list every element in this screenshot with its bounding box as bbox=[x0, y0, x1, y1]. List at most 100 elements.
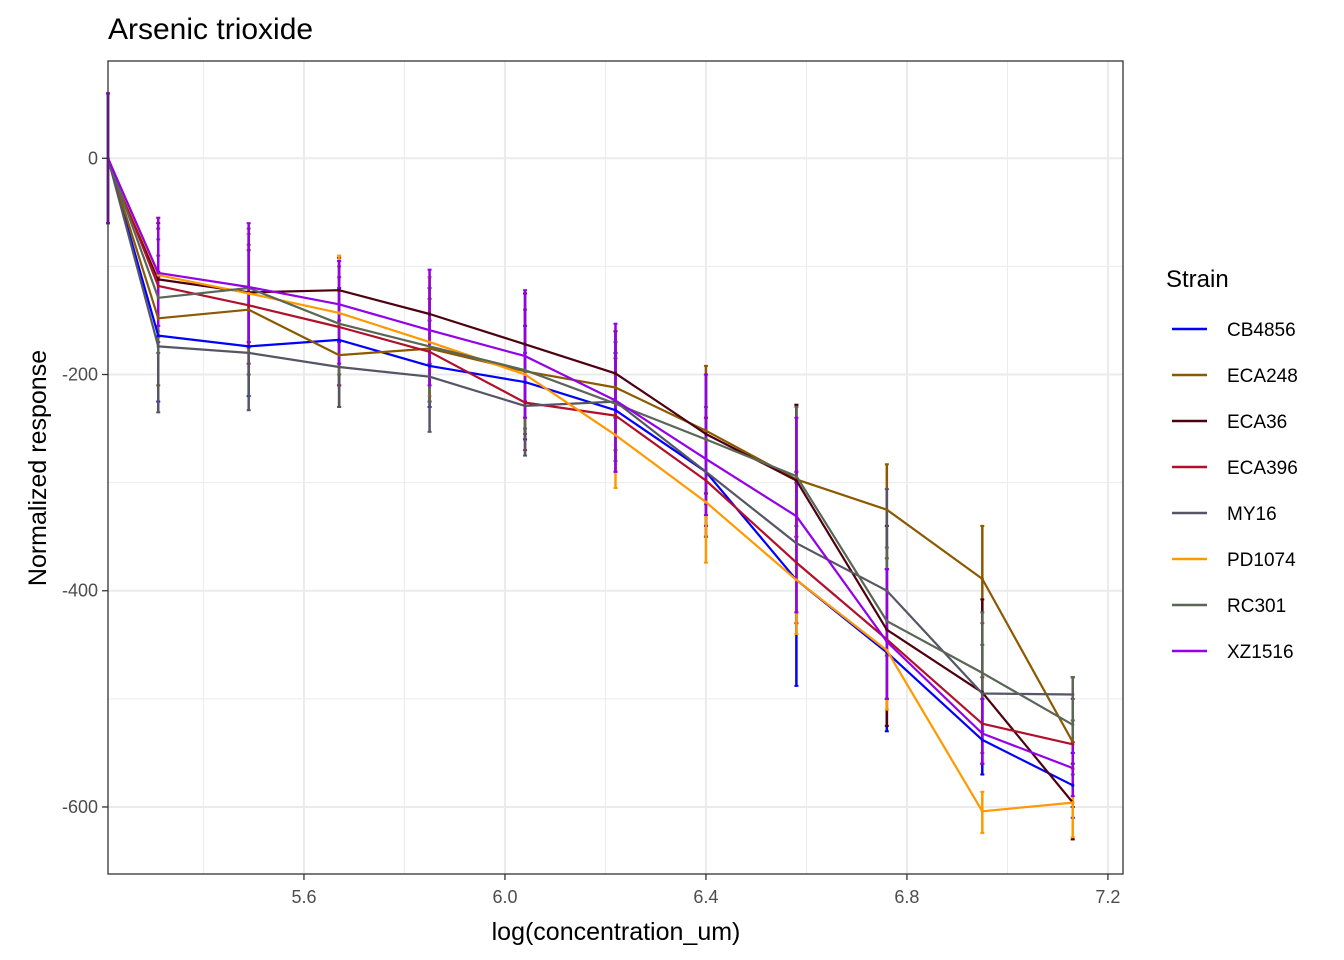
legend-label: MY16 bbox=[1227, 504, 1277, 525]
data-point bbox=[523, 404, 527, 408]
data-point bbox=[794, 578, 798, 582]
chart-title: Arsenic trioxide bbox=[108, 13, 313, 46]
data-point bbox=[337, 365, 341, 369]
x-tick-label: 6.0 bbox=[492, 887, 517, 907]
legend-item-my16: MY16 bbox=[1172, 504, 1277, 525]
data-point bbox=[337, 338, 341, 342]
data-point bbox=[247, 285, 251, 289]
data-point bbox=[427, 340, 432, 344]
data-point bbox=[523, 368, 527, 372]
data-point bbox=[980, 809, 984, 813]
data-point bbox=[523, 342, 527, 346]
data-point bbox=[704, 457, 708, 461]
data-point bbox=[613, 371, 618, 376]
series-line-xz1516 bbox=[106, 157, 1074, 770]
legend-title: Strain bbox=[1166, 266, 1229, 293]
data-point bbox=[704, 429, 708, 433]
data-point bbox=[156, 334, 160, 338]
data-point bbox=[247, 351, 251, 355]
series-line-rc301 bbox=[106, 157, 1074, 726]
data-point bbox=[427, 375, 432, 379]
data-point bbox=[980, 691, 984, 696]
data-point bbox=[156, 316, 160, 320]
data-point bbox=[337, 325, 341, 329]
legend-item-eca248: ECA248 bbox=[1172, 366, 1298, 387]
series-line-eca396 bbox=[106, 157, 1074, 746]
data-point bbox=[156, 277, 160, 281]
legend-item-eca36: ECA36 bbox=[1172, 412, 1287, 433]
data-point bbox=[337, 322, 341, 326]
y-tick-label: -600 bbox=[62, 797, 98, 817]
data-point bbox=[885, 589, 889, 593]
y-axis: 0 -200 -400 -600 bbox=[62, 148, 108, 817]
series-lines bbox=[106, 156, 1075, 813]
legend-item-eca396: ECA396 bbox=[1172, 458, 1298, 479]
data-point bbox=[980, 577, 984, 581]
y-tick-label: -200 bbox=[62, 365, 98, 385]
legend-item-xz1516: XZ1516 bbox=[1172, 642, 1294, 663]
error-bar bbox=[613, 322, 618, 473]
data-point bbox=[704, 470, 708, 474]
data-point bbox=[156, 284, 160, 288]
data-point bbox=[427, 312, 432, 316]
data-point bbox=[794, 541, 798, 545]
data-point bbox=[885, 628, 889, 632]
data-point bbox=[337, 288, 341, 292]
data-point bbox=[613, 414, 618, 418]
data-point bbox=[704, 478, 708, 483]
legend-item-cb4856: CB4856 bbox=[1172, 320, 1296, 341]
data-point bbox=[613, 398, 618, 403]
legend: Strain CB4856 ECA248 ECA36 ECA396 MY16 PD1074… bbox=[1166, 266, 1298, 663]
data-point bbox=[156, 271, 160, 275]
data-point bbox=[980, 671, 984, 675]
data-point bbox=[247, 303, 251, 307]
data-point bbox=[980, 731, 984, 736]
data-point bbox=[885, 508, 889, 512]
legend-label: XZ1516 bbox=[1227, 642, 1294, 663]
x-tick-label: 5.6 bbox=[291, 887, 316, 907]
data-point bbox=[523, 354, 527, 358]
data-point bbox=[427, 328, 432, 332]
data-point bbox=[1071, 723, 1075, 727]
error-bar bbox=[703, 373, 708, 517]
x-tick-label: 6.4 bbox=[693, 887, 718, 907]
data-point bbox=[613, 408, 618, 412]
data-point bbox=[247, 344, 251, 349]
data-point bbox=[794, 514, 798, 518]
x-axis: 5.6 6.0 6.4 6.8 7.2 bbox=[291, 874, 1120, 907]
data-point bbox=[427, 364, 432, 368]
data-point bbox=[704, 432, 708, 436]
data-point bbox=[704, 500, 708, 504]
data-point bbox=[1071, 766, 1075, 770]
data-point bbox=[1071, 783, 1075, 787]
legend-label: ECA248 bbox=[1227, 366, 1298, 387]
data-point bbox=[1071, 742, 1075, 746]
legend-label: ECA36 bbox=[1227, 412, 1287, 433]
legend-item-rc301: RC301 bbox=[1172, 596, 1286, 617]
series-line-cb4856 bbox=[106, 158, 1074, 787]
data-point bbox=[1071, 801, 1075, 805]
data-point bbox=[885, 619, 889, 623]
data-point bbox=[613, 402, 618, 406]
data-point bbox=[794, 561, 798, 565]
x-tick-label: 7.2 bbox=[1095, 887, 1120, 907]
data-point bbox=[794, 474, 798, 478]
y-tick-label: -400 bbox=[62, 581, 98, 601]
data-point bbox=[156, 344, 160, 349]
data-point bbox=[523, 372, 527, 377]
legend-label: RC301 bbox=[1227, 596, 1286, 617]
legend-label: CB4856 bbox=[1227, 320, 1296, 341]
data-point bbox=[337, 302, 341, 306]
data-point bbox=[337, 353, 341, 357]
error-bar bbox=[523, 289, 528, 419]
data-point bbox=[885, 639, 889, 644]
y-axis-title: Normalized response bbox=[24, 350, 52, 586]
data-point bbox=[247, 308, 251, 312]
y-tick-label: 0 bbox=[88, 148, 98, 168]
data-point bbox=[980, 722, 984, 726]
data-point bbox=[427, 350, 432, 354]
data-point bbox=[337, 311, 341, 315]
x-axis-title: log(concentration_um) bbox=[492, 918, 741, 946]
legend-label: ECA396 bbox=[1227, 458, 1298, 479]
